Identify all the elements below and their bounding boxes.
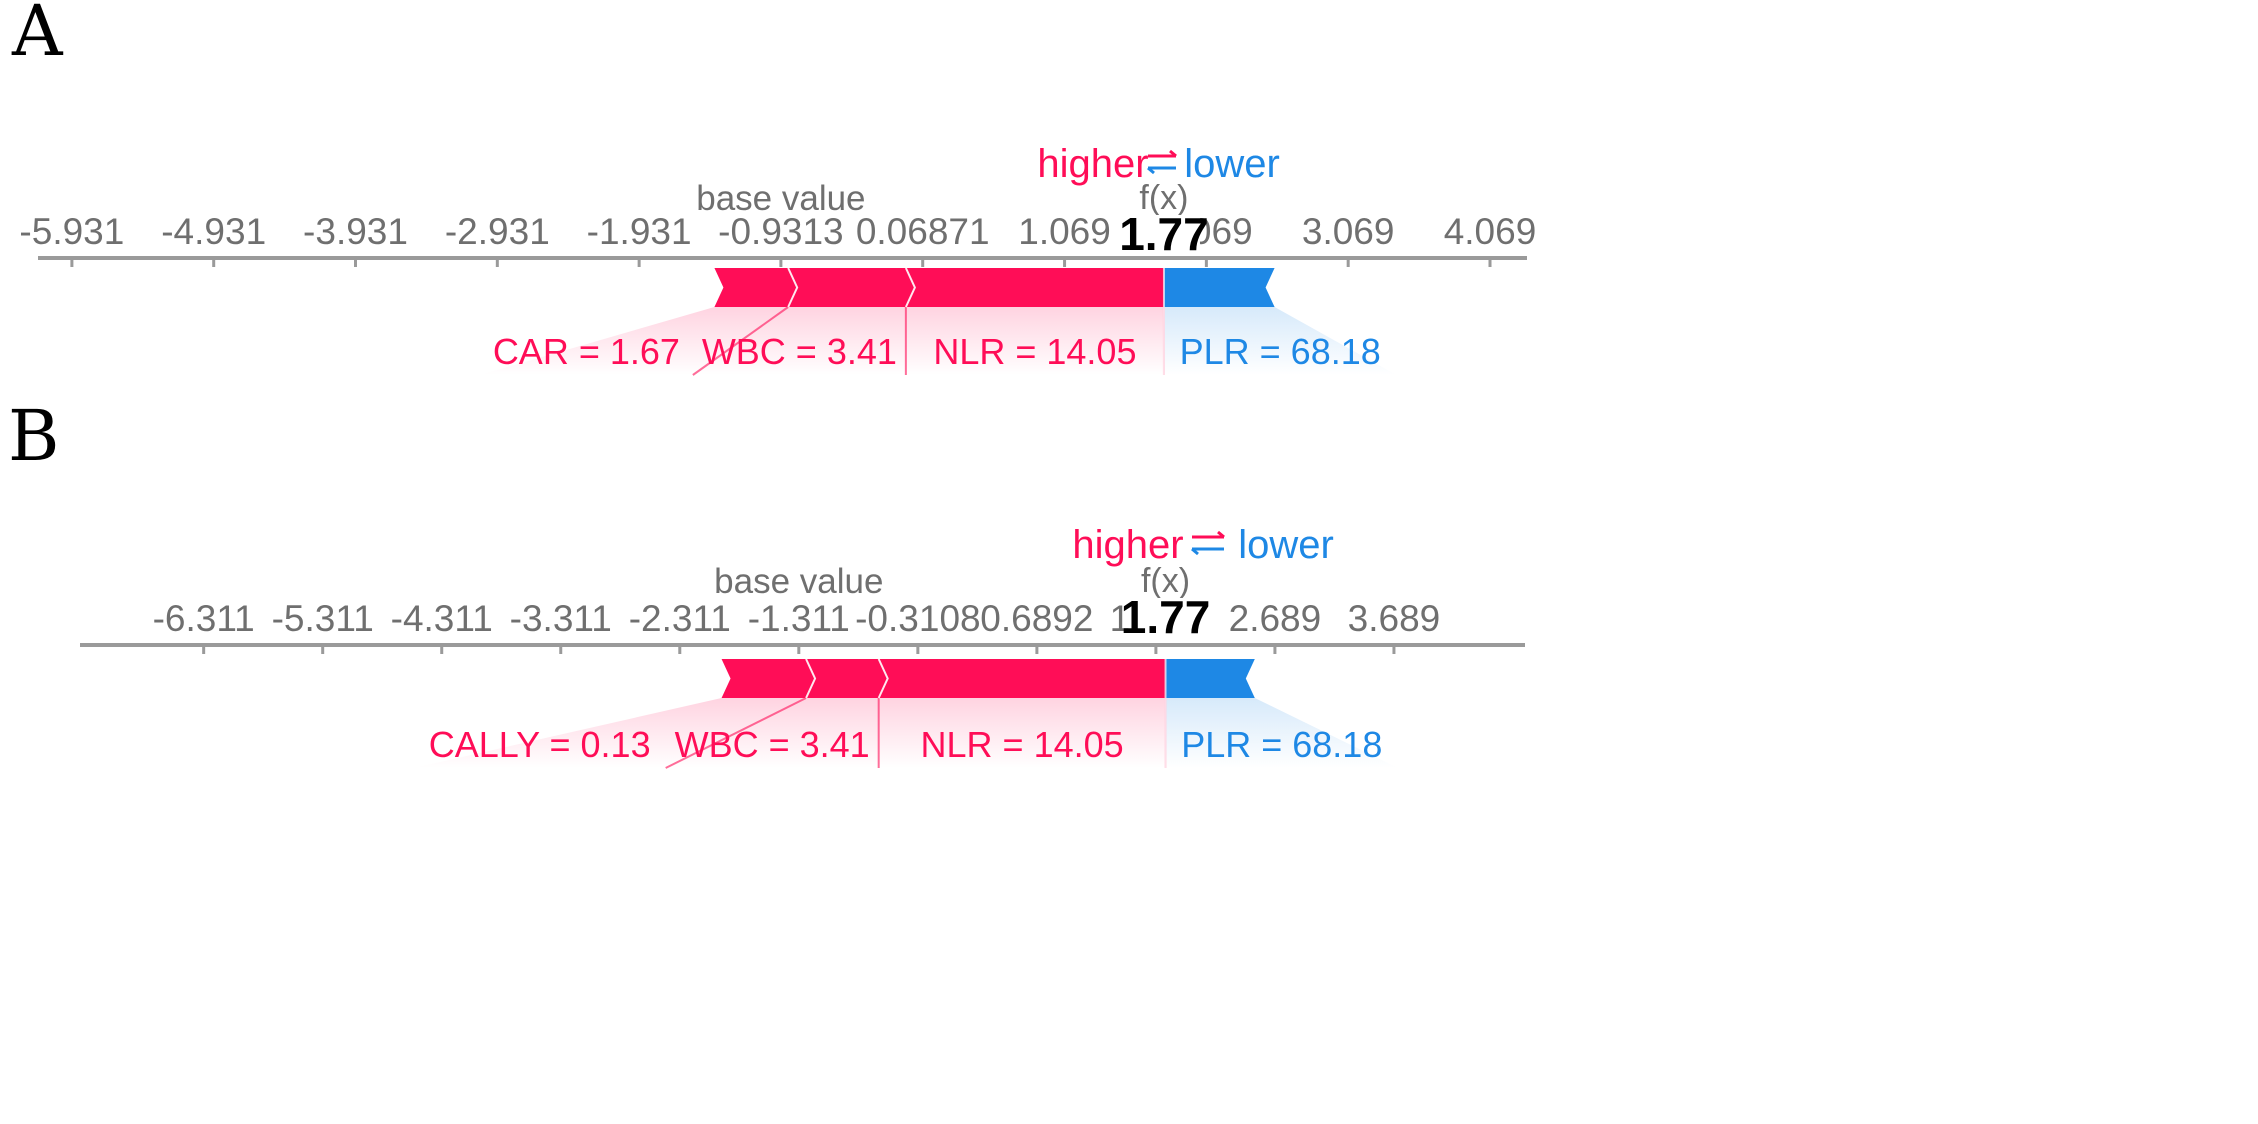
x-tick-label: -3.311 [510,598,612,639]
legend-higher: higher [1072,523,1183,567]
x-tick-label: -1.931 [587,211,692,252]
feature-label: PLR = 68.18 [1180,331,1381,372]
contribution-bar [714,268,798,307]
legend: higher lower [1072,523,1333,567]
contribution-bar [1163,268,1275,307]
panel-letter: B [8,395,59,477]
base-value-label: base value [696,179,865,218]
x-tick-label: -5.311 [272,598,374,639]
fx-label: f(x) [1139,179,1188,217]
contribution-shading [692,307,906,375]
feature-label: CAR = 1.67 [493,331,680,372]
contribution-shading [1165,698,1399,768]
contribution-bar [788,268,915,307]
bar-separator [787,267,799,308]
contribution-shading [1163,307,1397,375]
swap-arrows-icon [1191,530,1225,556]
x-tick-label: -1.311 [748,598,850,639]
contribution-shading [665,698,879,768]
fx-label: f(x) [1141,562,1190,600]
feature-label: WBC = 3.41 [702,331,897,372]
feature-label: NLR = 14.05 [921,724,1124,765]
contribution-bar [806,659,888,698]
bar-separator [904,267,916,308]
panel-letter: A [11,0,64,72]
fx-value: 1.77 [1119,208,1209,260]
contribution-shading [413,698,807,768]
force-plot-panel-b: B -6.311 -5.311 -4.311 -3.311 -2.311 -1.311 -0… [8,395,1525,769]
x-tick-label: -0.3108 [855,598,981,639]
x-tick-label: -4.311 [391,598,493,639]
contribution-bar [905,268,1164,307]
base-value-label: base value [714,562,883,601]
x-tick-label: 0.06871 [856,211,990,252]
x-tick-label: -2.931 [445,211,550,252]
x-tick-label: -2.311 [629,598,731,639]
contribution-bar [721,659,816,698]
legend-higher: higher [1037,142,1148,186]
swap-arrows-icon [1147,149,1177,175]
feature-label: CALLY = 0.13 [429,724,651,765]
feature-label: WBC = 3.41 [675,724,870,765]
bar-separator [805,658,817,699]
x-tick-label: 4.069 [1444,211,1537,252]
feature-label: PLR = 68.18 [1181,724,1382,765]
x-tick-label: 1.069 [1018,211,1111,252]
contribution-bar [878,659,1166,698]
contribution-shading [878,698,1166,768]
legend: higher lower [1037,142,1279,186]
contribution-bar [1165,659,1255,698]
x-tick-label: -5.931 [19,211,124,252]
x-tick-label: 0.6892 [980,598,1093,639]
contribution-shading [905,307,1164,375]
x-tick-label: 3.069 [1302,211,1395,252]
feature-label: NLR = 14.05 [933,331,1136,372]
fx-value-backdrop [1127,215,1200,255]
contribution-shading [479,307,789,375]
x-tick-label: 3.689 [1348,598,1441,639]
fx-value-backdrop [1129,598,1202,638]
x-tick-label: 2.689 [1229,598,1322,639]
x-tick-label: -4.931 [161,211,266,252]
x-tick-label: -0.9313 [718,211,844,252]
force-plot-panel-a: A -5.931 -4.931 -3.931 -2.931 -1.931 -0.9313 0… [11,0,1537,376]
bar-separator [877,658,889,699]
legend-lower: lower [1238,523,1334,567]
fx-value: 1.77 [1121,591,1211,643]
x-tick-label: -6.311 [153,598,255,639]
legend-lower: lower [1184,142,1280,186]
x-tick-label: -3.931 [303,211,408,252]
